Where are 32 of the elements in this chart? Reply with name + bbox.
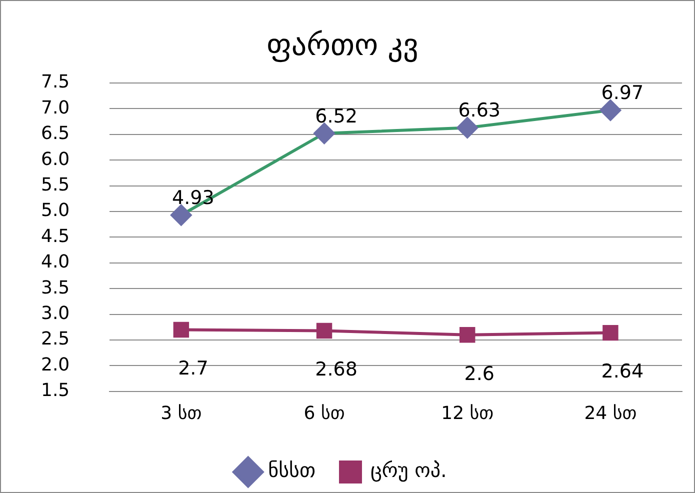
legend-label: ნსსთ xyxy=(268,458,316,482)
legend-label: ცრუ ოპ. xyxy=(370,458,447,482)
data-label: 6.63 xyxy=(458,100,501,122)
x-tick-label: 12 სთ xyxy=(441,402,494,424)
y-tick-label: 3.0 xyxy=(40,302,70,324)
y-tick-label: 5.5 xyxy=(40,174,70,196)
x-tick-label: 24 სთ xyxy=(584,402,637,424)
y-tick-label: 6.0 xyxy=(40,148,70,170)
y-tick-label: 2.0 xyxy=(40,354,70,376)
point xyxy=(602,324,618,341)
x-tick-label: 6 სთ xyxy=(304,402,345,424)
data-label: 4.93 xyxy=(172,187,214,210)
x-tick-label: 3 სთ xyxy=(160,402,202,424)
y-tick-label: 6.5 xyxy=(40,123,70,144)
point xyxy=(316,322,332,339)
data-label: 2.6 xyxy=(464,362,494,385)
data-label: 6.52 xyxy=(315,105,358,128)
y-tick-label: 4.5 xyxy=(40,226,70,247)
y-tick-label: 7.0 xyxy=(40,97,70,118)
y-tick-label: 7.5 xyxy=(40,72,70,93)
data-label: 2.7 xyxy=(178,358,208,380)
y-tick-label: 1.5 xyxy=(40,380,70,402)
data-label: 2.64 xyxy=(601,360,644,383)
point xyxy=(459,326,476,343)
y-tick-label: 2.5 xyxy=(40,328,70,350)
chart-title: ფართო კვ xyxy=(266,28,418,63)
data-label: 6.97 xyxy=(601,82,644,104)
data-label: 2.68 xyxy=(315,358,358,381)
y-tick-label: 5.0 xyxy=(40,200,70,222)
point xyxy=(173,322,190,338)
y-tick-label: 3.5 xyxy=(40,277,70,298)
y-tick-label: 4.0 xyxy=(40,252,70,273)
